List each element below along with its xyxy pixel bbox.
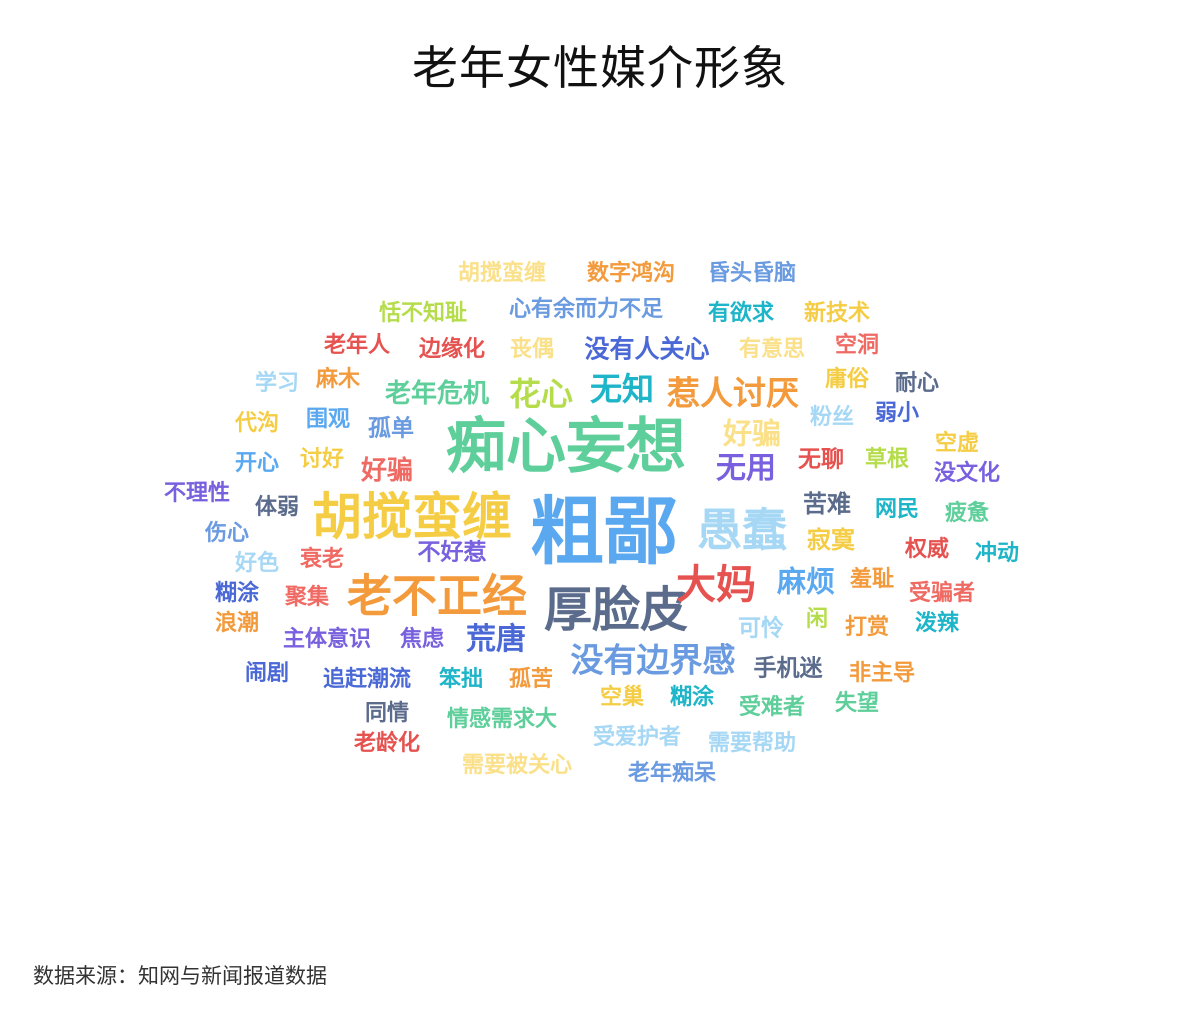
cloud-word: 边缘化 [418,337,486,362]
cloud-word: 主体意识 [282,627,372,652]
cloud-word: 花心 [508,375,574,413]
cloud-word: 胡搅蛮缠 [312,488,512,546]
cloud-word: 不理性 [163,481,231,506]
cloud-word: 追赶潮流 [322,667,412,692]
cloud-word: 空洞 [834,333,880,358]
cloud-word: 围观 [305,407,351,432]
cloud-word: 无用 [716,451,776,486]
cloud-word: 闹剧 [244,661,290,686]
cloud-word: 好骗 [722,416,782,451]
cloud-word: 寂寞 [807,526,855,554]
cloud-word: 糊涂 [214,581,260,606]
cloud-word: 有欲求 [707,301,775,326]
cloud-word: 可怜 [738,615,784,642]
cloud-word: 浪潮 [214,611,260,636]
cloud-word: 聚集 [284,585,330,610]
cloud-word: 丧偶 [509,337,555,362]
cloud-word: 焦虑 [399,627,445,652]
cloud-word: 好骗 [360,456,414,486]
cloud-word: 大妈 [676,562,756,608]
cloud-word: 麻木 [315,367,361,392]
cloud-word: 空巢 [599,685,645,710]
cloud-word: 耐心 [894,371,940,396]
cloud-word: 昏头昏脑 [707,261,797,286]
cloud-word: 恬不知耻 [378,301,468,326]
cloud-word: 泼辣 [914,611,960,636]
cloud-word: 受难者 [738,695,806,720]
cloud-word: 老年危机 [384,379,490,409]
cloud-word: 心有余而力不足 [508,297,664,322]
cloud-word: 新技术 [803,301,871,326]
cloud-word: 没有边界感 [570,640,736,680]
cloud-word: 开心 [234,451,280,476]
cloud-word: 老不正经 [346,569,528,623]
cloud-word: 庸俗 [824,367,870,392]
cloud-word: 苦难 [803,490,851,518]
cloud-word: 非主导 [848,661,916,686]
cloud-word: 痴心妄想 [446,412,686,482]
cloud-word: 胡搅蛮缠 [457,261,547,286]
cloud-word: 权威 [904,537,950,562]
cloud-word: 需要帮助 [707,731,797,756]
cloud-word: 羞耻 [849,567,895,592]
cloud-word: 网民 [874,497,920,522]
cloud-word: 老年人 [323,333,391,358]
data-source-note: 数据来源：知网与新闻报道数据 [33,964,327,988]
cloud-word: 学习 [254,371,300,396]
cloud-word: 代沟 [234,411,280,436]
cloud-word: 疲惫 [944,501,990,526]
cloud-word: 老龄化 [353,731,421,756]
cloud-word: 情感需求大 [446,707,558,732]
cloud-word: 体弱 [254,495,300,520]
cloud-word: 失望 [834,691,880,716]
cloud-word: 手机迷 [753,655,823,682]
cloud-word: 受爱护者 [592,725,682,750]
cloud-word: 受骗者 [908,581,976,606]
cloud-word: 笨拙 [438,667,484,692]
cloud-word: 草根 [864,447,910,472]
cloud-word: 讨好 [299,447,345,472]
cloud-word: 需要被关心 [461,753,573,778]
cloud-word: 老年痴呆 [627,761,717,786]
cloud-word: 无聊 [798,446,844,473]
cloud-word: 好色 [234,551,280,576]
cloud-word: 荒唐 [466,622,526,657]
cloud-word: 衰老 [299,547,345,572]
cloud-word: 粉丝 [809,405,855,430]
cloud-word: 没有人关心 [584,334,710,364]
cloud-word: 冲动 [974,541,1020,566]
cloud-word: 没文化 [933,461,1001,486]
cloud-word: 孤苦 [508,667,554,692]
cloud-word: 闲 [805,607,829,632]
cloud-word: 粗鄙 [530,489,678,575]
cloud-word: 不好惹 [417,539,487,566]
cloud-word: 弱小 [874,401,920,426]
cloud-word: 孤单 [368,415,414,442]
cloud-word: 数字鸿沟 [586,261,676,286]
cloud-word: 伤心 [204,521,250,546]
cloud-word: 空虚 [934,431,980,456]
cloud-word: 糊涂 [669,685,715,710]
cloud-word: 麻烦 [776,564,836,599]
cloud-word: 有意思 [738,337,806,362]
cloud-word: 同情 [364,701,410,726]
cloud-word: 厚脸皮 [543,582,689,638]
chart-title: 老年女性媒介形象 [412,41,788,95]
cloud-word: 愚蠢 [696,503,788,557]
cloud-word: 惹人讨厌 [667,373,799,413]
cloud-word: 打赏 [844,615,890,640]
cloud-word: 无知 [589,370,655,408]
